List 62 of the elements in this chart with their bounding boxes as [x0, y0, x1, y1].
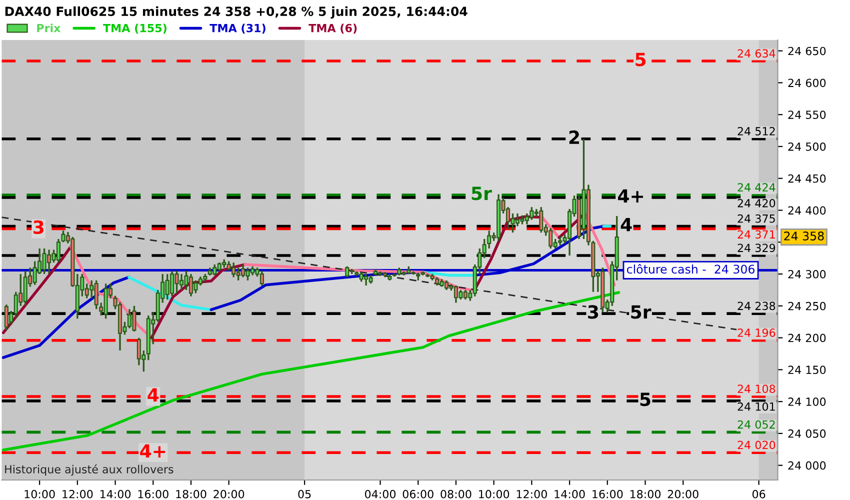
ref-line-label: 24 196: [738, 328, 776, 337]
x-tick-label: 20:00: [214, 490, 244, 498]
chart-title: DAX40 Full0625 15 minutes 24 358 +0,28 % 5 juin 2025, 16:44:04: [5, 6, 468, 19]
annotation: 24 358: [784, 232, 824, 240]
x-tick-label: 16:00: [592, 490, 623, 498]
text: TMA (155): [103, 24, 166, 34]
annotation: 4+: [140, 444, 166, 458]
annotation: 5r: [631, 305, 652, 319]
ref-line-label: clôture cash - 24 306: [626, 264, 754, 274]
x-tick-label: 12:00: [516, 490, 547, 498]
x-tick-label: 16:00: [138, 490, 168, 498]
ref-line-label: 24 424: [738, 183, 776, 192]
ref-line-label: 24 634: [738, 49, 776, 58]
annotation: 3: [588, 305, 598, 319]
x-tick-label: 06:00: [402, 490, 434, 498]
y-tick-label: 24 550: [788, 110, 826, 119]
text: Prix: [37, 24, 61, 32]
x-tick-label: 14:00: [100, 490, 131, 498]
x-tick-label: 10:00: [479, 490, 510, 498]
text: TMA (31): [210, 24, 266, 34]
y-tick-label: 24 650: [788, 46, 826, 56]
y-tick-label: 24 000: [788, 461, 826, 470]
ref-line-label: 24 052: [738, 420, 775, 429]
y-tick-label: 24 100: [788, 398, 826, 406]
x-tick-label: 08:00: [440, 490, 472, 498]
y-tick-label: 24 500: [788, 142, 826, 151]
x-tick-label: 06: [752, 490, 766, 498]
y-tick-label: 24 600: [788, 78, 826, 88]
annotation: 5: [636, 52, 646, 66]
annotation: 4: [620, 218, 632, 232]
x-tick-label: 12:00: [62, 490, 93, 498]
ref-line-label: 24 108: [738, 384, 776, 394]
annotation: 4: [148, 388, 159, 402]
x-tick-label: 18:00: [630, 490, 661, 498]
text: TMA (6): [308, 24, 357, 34]
ref-line-label: 24 238: [738, 302, 776, 310]
ref-line-label: 24 329: [738, 244, 776, 252]
annotation: 2: [569, 130, 579, 144]
x-tick-label: 05: [298, 490, 311, 498]
ref-line-label: 24 101: [738, 402, 775, 411]
ref-line-label: 24 512: [738, 127, 775, 136]
y-tick-label: 24 050: [788, 429, 826, 438]
x-tick-label: 18:00: [176, 490, 206, 498]
x-tick-label: 14:00: [554, 490, 585, 498]
x-tick-label: 20:00: [668, 490, 698, 498]
ref-line-label: 24 371: [738, 230, 775, 239]
annotation: 3: [34, 220, 44, 234]
y-tick-label: 24 300: [788, 270, 826, 278]
y-tick-label: 24 200: [788, 334, 826, 342]
annotation: 5r: [472, 186, 492, 200]
y-tick-label: 24 250: [788, 302, 826, 310]
annotation: 4+: [618, 189, 643, 202]
ref-line-label: 24 020: [738, 440, 776, 450]
ref-line-label: 24 420: [738, 198, 776, 208]
ref-line-label: 24 375: [738, 214, 775, 223]
x-tick-label: 04:00: [364, 490, 396, 498]
y-tick-label: 24 150: [788, 366, 826, 374]
y-tick-label: 24 450: [788, 174, 826, 183]
y-tick-label: 24 400: [788, 206, 826, 215]
annotation: 5: [640, 392, 650, 406]
annotation: Historique ajusté aux rollovers: [5, 464, 174, 476]
x-tick-label: 10:00: [24, 490, 55, 498]
